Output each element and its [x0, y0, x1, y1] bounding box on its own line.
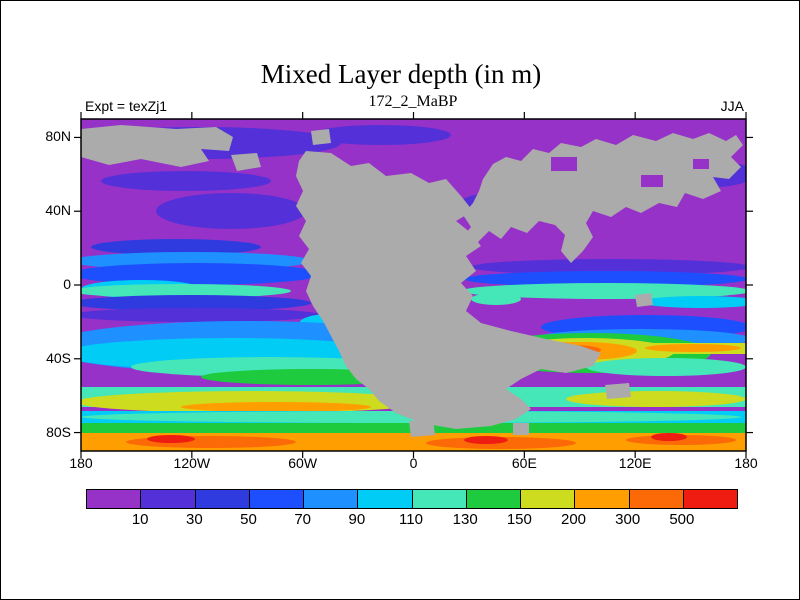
colorbar-label: 50 — [240, 511, 257, 528]
colorbar-label: 200 — [560, 511, 587, 528]
x-tick-label: 0 — [409, 455, 418, 471]
colorbar-label: 10 — [131, 511, 149, 528]
colorbar-cell-9 — [575, 490, 630, 508]
colorbar-label: 130 — [452, 511, 478, 528]
season-label: JJA — [720, 98, 744, 114]
landmass-pangea — [296, 151, 601, 429]
landmass-island-f — [409, 419, 435, 437]
axis-ticks — [74, 112, 753, 458]
experiment-label: Expt = texZj1 — [85, 98, 168, 114]
colorbar-label: 110 — [399, 511, 423, 528]
colorbar-cell-3 — [249, 490, 304, 508]
landmass-island-b — [311, 129, 331, 145]
colorbar-cell-7 — [466, 490, 521, 508]
landmass-island-g — [513, 423, 529, 435]
landmass-island-e — [605, 383, 631, 399]
colorbar-cell-0 — [87, 490, 142, 508]
colorbar-cell-6 — [412, 490, 467, 508]
colorbar-cell-11 — [683, 490, 737, 508]
y-tick-label: 80S — [46, 423, 71, 440]
figure-title: Mixed Layer depth (in m) — [260, 59, 542, 89]
figure-subtitle: 172_2_MaBP — [368, 93, 458, 110]
colorbar-label: 150 — [506, 511, 532, 528]
landmass-ne-landmass — [461, 133, 743, 263]
colorbar-cell-10 — [629, 490, 684, 508]
y-tick-label: 0 — [63, 276, 71, 292]
x-tick-label: 180 — [69, 455, 93, 471]
colorbar — [86, 489, 738, 509]
colorbar-label: 30 — [185, 511, 203, 528]
colorbar-label: 70 — [294, 511, 311, 528]
y-tick-label: 40N — [45, 202, 71, 219]
y-tick-label: 80N — [45, 128, 71, 145]
map-plot — [74, 112, 753, 458]
colorbar-label: 90 — [348, 511, 366, 528]
y-tick-label: 40S — [46, 349, 71, 366]
x-tick-label: 120W — [173, 455, 211, 471]
colorbar-cell-1 — [141, 490, 196, 508]
colorbar-label: 500 — [669, 511, 695, 528]
x-tick-label: 180 — [734, 455, 758, 471]
landmass-island-d — [635, 293, 653, 307]
colorbar-label: 300 — [615, 511, 641, 528]
colorbar-cell-2 — [195, 490, 250, 508]
x-tick-label: 120E — [618, 455, 652, 471]
colorbar-cell-5 — [358, 490, 413, 508]
x-tick-label: 60E — [511, 455, 537, 471]
colorbar-cell-8 — [521, 490, 576, 508]
colorbar-cell-4 — [304, 490, 359, 508]
x-tick-label: 60W — [288, 455, 318, 471]
ocean-field — [81, 119, 746, 451]
landmass-polar-strip-west — [81, 125, 233, 167]
landmass-island-a — [231, 153, 261, 171]
